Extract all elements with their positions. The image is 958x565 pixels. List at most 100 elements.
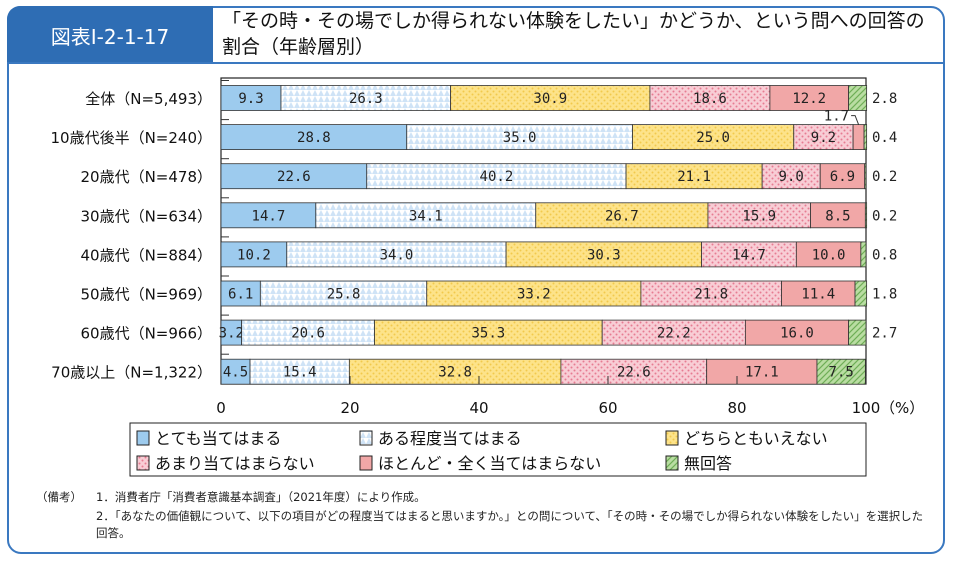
bar-segment [816,358,866,385]
data-label: 0.4 [872,130,897,146]
data-label: 14.7 [252,208,286,224]
legend-swatch [359,430,373,446]
data-label: 34.1 [409,208,443,224]
bar-segment [848,319,867,346]
data-label: 40.2 [480,169,514,185]
bar-segment [795,241,862,268]
data-label: 10.0 [812,247,846,263]
bar-segment [220,358,251,385]
legend-label: どちらともいえない [684,429,828,448]
bar-segment [793,124,854,150]
bar-segment [864,163,867,190]
data-label: 6.9 [830,169,855,185]
category-label: 全体（N=5,493） [85,90,212,108]
data-label: 35.0 [503,130,537,146]
bar-segment [848,85,868,111]
legend-label: あまり当てはまらない [155,454,315,473]
bar-segment [707,202,811,229]
bar-segment [348,358,562,385]
bar-segment [366,163,627,190]
bar-segment [706,358,818,385]
bar-segment [241,319,375,346]
data-label: 22.6 [617,365,651,381]
category-label: 40歳代（N=884） [80,246,212,264]
category-label: 30歳代（N=634） [80,207,212,225]
data-label: 0.8 [872,247,897,263]
data-label: 15.4 [283,365,317,381]
bar-segment [810,202,866,229]
notes-label: （備考） [36,490,82,504]
bar-segment [220,163,368,190]
category-label: 50歳代（N=969） [80,286,212,304]
legend-swatch [665,430,679,446]
x-tick-label: 100 [852,399,881,417]
data-label: 0.2 [872,169,897,185]
category-label: 60歳代（N=966） [80,325,212,343]
bar-segment [701,241,797,268]
data-label: 35.3 [471,326,505,342]
bar-segment [280,85,452,111]
data-label: 6.1 [228,287,253,303]
data-label: 14.7 [732,247,766,263]
data-label: 9.2 [811,130,836,146]
data-label: 16.0 [780,326,814,342]
legend-swatch [136,455,150,471]
bar-segment [854,280,868,307]
bar-segment [769,85,849,111]
bar-segment [852,124,865,150]
data-label: 1.8 [872,287,897,303]
legend-label: とても当てはまる [155,429,281,448]
data-label: 26.3 [349,91,383,107]
category-label: 10歳代後半（N=240） [50,129,212,147]
data-label: 4.5 [223,365,248,381]
bar-segment [744,319,849,346]
data-label: 8.5 [825,208,850,224]
x-tick-label: 80 [727,399,746,417]
bar-segment [860,241,867,268]
data-label: 12.2 [792,91,826,107]
bar-segment [220,202,317,229]
figure-id-badge: 図表Ⅰ-2-1-17 [7,6,213,64]
data-label: 2.8 [872,91,897,107]
bar-segment [286,241,507,268]
bar-segment [649,85,771,111]
legend [129,422,867,477]
bar-segment [450,85,651,111]
data-label: 0.2 [872,208,897,224]
bar-segment [863,124,868,150]
data-label: 21.8 [694,287,728,303]
chart-title: 「その時・その場でしか得られない体験をしたい」かどうか、という問への回答の割合（… [222,10,925,58]
data-label: 2.7 [872,326,897,342]
legend-swatch [359,455,373,471]
data-label: 30.3 [587,247,621,263]
x-tick-label: 20 [340,399,359,417]
bar-segment [220,124,408,150]
data-label: 15.9 [742,208,776,224]
data-label: 7.5 [829,365,854,381]
legend-label: ほとんど・全く当てはまらない [378,454,601,473]
data-label: 3.2 [219,326,244,342]
bar-segment [625,163,763,190]
bar-segment [259,280,428,307]
bar-segment [761,163,821,190]
bar-segment [249,358,350,385]
note-2: 2．「あなたの価値観について、以下の項目がどの程度当てはまると思いますか。」との… [96,509,924,540]
legend-swatch [665,455,679,471]
bar-segment [560,358,708,385]
data-label: 26.7 [605,208,639,224]
data-label: 30.9 [533,91,567,107]
x-tick-label: 60 [598,399,617,417]
data-label: 17.1 [745,365,779,381]
data-label: 33.2 [517,287,551,303]
leader-line [851,115,860,125]
header-divider [7,62,945,64]
data-label: 21.1 [677,169,711,185]
data-label: 11.4 [801,287,835,303]
bar-segment [220,280,261,307]
data-label: 9.3 [238,91,263,107]
data-label: 22.6 [277,169,311,185]
data-label: 9.0 [779,169,804,185]
data-label: 1.7 [824,109,849,125]
